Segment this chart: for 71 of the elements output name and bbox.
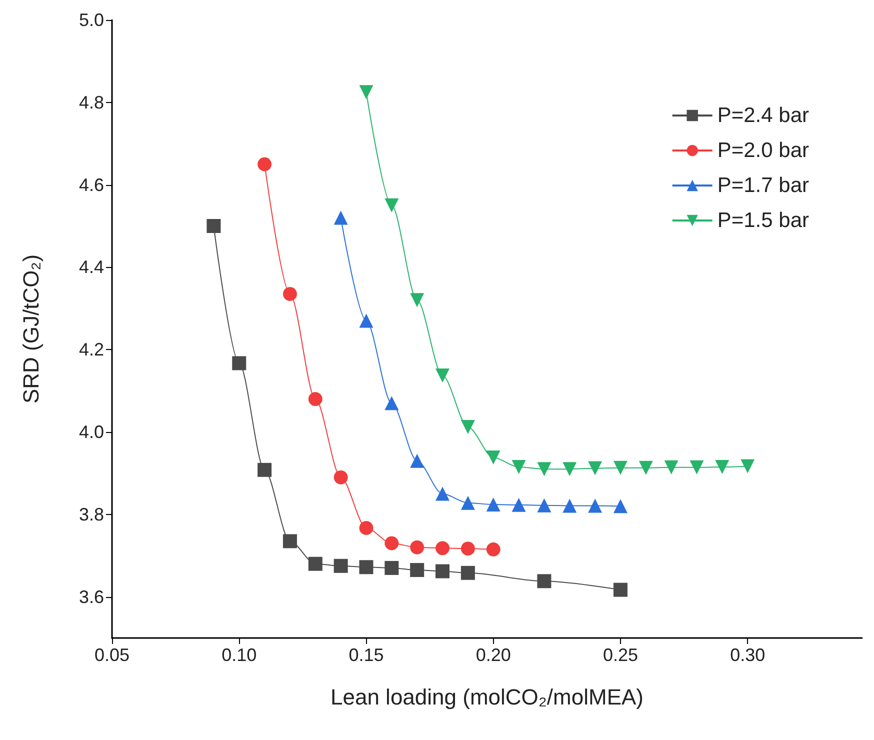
point [282, 534, 297, 548]
point [664, 460, 678, 474]
point [588, 461, 602, 476]
point [206, 219, 221, 233]
point [258, 462, 272, 477]
point [359, 314, 374, 328]
point [740, 459, 755, 474]
point [410, 563, 424, 578]
point [460, 496, 475, 510]
y-tick-label: 4.6 [78, 174, 104, 195]
y-tick-label: 4.0 [78, 422, 104, 442]
point [410, 454, 424, 468]
x-tick-label: 0.30 [730, 645, 766, 665]
point [638, 460, 653, 475]
y-axis-title: SRD (GJ/tCO₂) [18, 254, 44, 404]
x-tick-label: 0.10 [222, 645, 257, 665]
x-tick-label: 0.05 [94, 645, 130, 665]
point [436, 486, 450, 501]
legend-label: P=2.4 bar [717, 104, 810, 127]
point [334, 558, 348, 573]
point [486, 498, 500, 512]
point [537, 574, 552, 588]
point [512, 460, 526, 474]
point [410, 293, 424, 308]
point [486, 542, 500, 556]
point [690, 460, 704, 474]
point [460, 420, 475, 434]
point [334, 210, 348, 225]
point [613, 582, 628, 597]
point [715, 460, 730, 474]
point [232, 356, 246, 370]
x-tick-label: 0.25 [602, 645, 638, 665]
point [384, 396, 399, 410]
y-tick-label: 3.6 [78, 586, 104, 607]
y-tick-label: 3.8 [78, 504, 104, 524]
point [436, 541, 450, 556]
point [359, 85, 374, 100]
x-tick-label: 0.20 [476, 645, 511, 665]
point [384, 560, 399, 575]
y-tick-label: 4.2 [78, 340, 104, 360]
point [460, 542, 475, 556]
point [436, 564, 450, 578]
y-tick-label: 5.0 [78, 10, 104, 30]
point [588, 498, 602, 513]
point [613, 499, 628, 514]
point [308, 556, 322, 571]
point [308, 392, 322, 406]
legend-label: P=1.7 bar [717, 174, 810, 197]
point [512, 498, 526, 512]
point [359, 521, 374, 535]
x-axis-title: Lean loading (molCO₂/molMEA) [330, 684, 644, 710]
point [436, 368, 450, 383]
point [613, 460, 628, 475]
point [282, 286, 297, 301]
point [359, 560, 374, 574]
point [384, 198, 399, 212]
point [410, 540, 424, 554]
y-tick-label: 4.4 [78, 257, 104, 278]
point [258, 157, 272, 172]
point [334, 470, 348, 484]
point [486, 450, 500, 465]
x-tick-label: 0.15 [348, 645, 384, 665]
legend-label: P=1.5 bar [717, 209, 810, 232]
point [562, 498, 577, 513]
y-tick-label: 4.8 [78, 92, 104, 112]
legend-label: P=2.0 bar [717, 139, 810, 162]
point [384, 536, 399, 550]
point [460, 566, 475, 580]
point [537, 498, 552, 512]
point [562, 462, 577, 476]
point [537, 462, 552, 476]
